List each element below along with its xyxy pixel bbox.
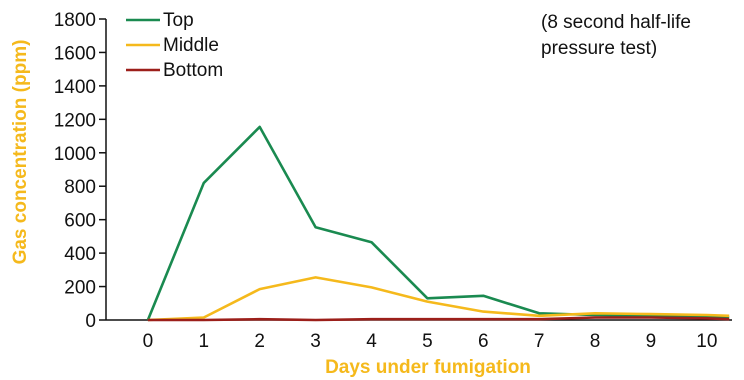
legend: Top Middle Bottom — [126, 10, 223, 81]
x-tick-label: 9 — [646, 331, 657, 352]
y-tick-label: 0 — [85, 311, 96, 332]
annotation-line-2: pressure test) — [541, 38, 657, 59]
x-tick-label: 8 — [590, 331, 601, 352]
x-tick-label: 1 — [199, 331, 210, 352]
y-tick-label: 600 — [64, 211, 96, 232]
series-line-bottom — [147, 316, 730, 322]
x-tick-label: 3 — [310, 331, 321, 352]
legend-label-bottom: Bottom — [163, 60, 223, 81]
x-tick-label: 7 — [534, 331, 545, 352]
y-tick-label: 200 — [64, 278, 96, 299]
y-tick-label: 1200 — [54, 110, 96, 131]
x-tick-label: 4 — [366, 331, 377, 352]
y-tick-label: 1400 — [54, 77, 96, 98]
y-tick-label: 800 — [64, 177, 96, 198]
series-line-top — [146, 125, 730, 321]
x-axis-title: Days under fumigation — [325, 357, 531, 378]
y-axis-title: Gas concentration (ppm) — [10, 40, 31, 265]
series-layer — [146, 125, 730, 322]
ticks: 0 200 400 600 800 1000 1200 1400 1600 1800 0 1 2 3 4 5 6… — [54, 10, 718, 352]
x-tick-label: 2 — [254, 331, 265, 352]
x-tick-label: 5 — [422, 331, 433, 352]
annotation-line-1: (8 second half-life — [541, 12, 691, 33]
x-tick-label: 10 — [696, 331, 717, 352]
legend-label-top: Top — [163, 10, 194, 31]
x-tick-label: 0 — [143, 331, 154, 352]
y-tick-label: 1600 — [54, 43, 96, 64]
x-tick-label: 6 — [478, 331, 489, 352]
y-axis-title-group: Gas concentration (ppm) — [10, 40, 31, 265]
y-tick-label: 400 — [64, 244, 96, 265]
y-tick-label: 1800 — [54, 10, 96, 31]
legend-label-middle: Middle — [163, 35, 219, 56]
series-line-middle — [147, 276, 730, 322]
y-tick-label: 1000 — [54, 144, 96, 165]
